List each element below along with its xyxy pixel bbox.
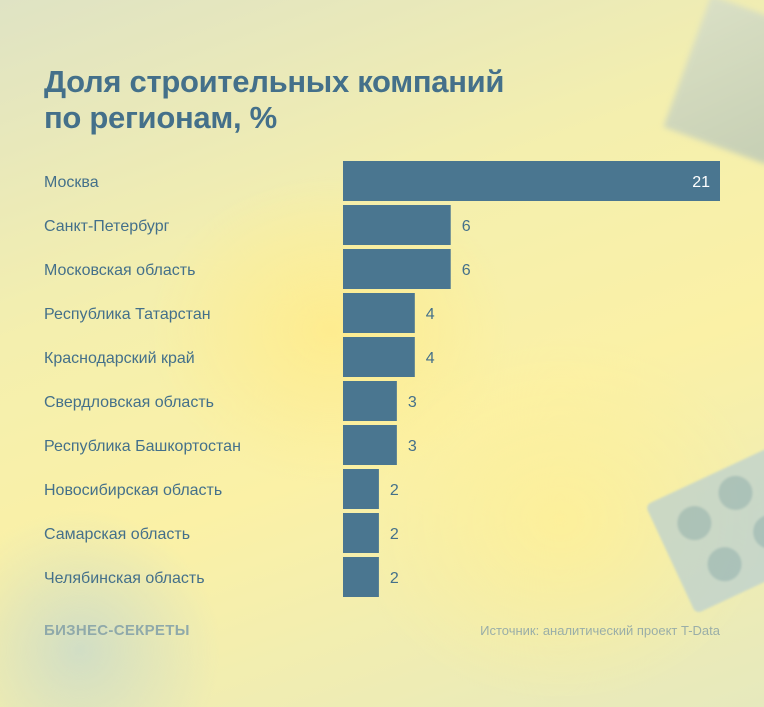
title-line-1: Доля строительных компаний: [44, 64, 505, 99]
data-label: 4: [426, 306, 435, 323]
category-label: Новосибирская область: [44, 482, 222, 499]
category-label: Республика Башкортостан: [44, 438, 241, 455]
chart-title: Доля строительных компаний по регионам, …: [44, 64, 504, 136]
category-label: Москва: [44, 174, 99, 191]
bar: [343, 425, 397, 465]
title-line-2: по регионам, %: [44, 100, 277, 135]
category-label: Санкт-Петербург: [44, 218, 170, 235]
brand-logo: БИЗНЕС-СЕКРЕТЫ: [44, 622, 190, 639]
bar: [343, 381, 397, 421]
bar: [343, 293, 415, 333]
category-label: Свердловская область: [44, 394, 214, 411]
data-label: 6: [462, 262, 471, 279]
category-label: Краснодарский край: [44, 350, 195, 367]
bar: [343, 513, 379, 553]
category-label: Самарская область: [44, 526, 190, 543]
bar: [343, 249, 451, 289]
bar: [343, 337, 415, 377]
data-label: 2: [390, 482, 399, 499]
bar: [343, 161, 720, 201]
data-label: 4: [426, 350, 435, 367]
data-label: 3: [408, 438, 417, 455]
source-note: Источник: аналитический проект T-Data: [480, 623, 720, 638]
data-label: 3: [408, 394, 417, 411]
data-label: 2: [390, 526, 399, 543]
category-label: Московская область: [44, 262, 195, 279]
bar: [343, 469, 379, 509]
category-label: Челябинская область: [44, 570, 205, 587]
bar: [343, 205, 451, 245]
category-label: Республика Татарстан: [44, 306, 211, 323]
data-label: 2: [390, 570, 399, 587]
bar: [343, 557, 379, 597]
data-label: 6: [462, 218, 471, 235]
data-label: 21: [692, 174, 710, 191]
